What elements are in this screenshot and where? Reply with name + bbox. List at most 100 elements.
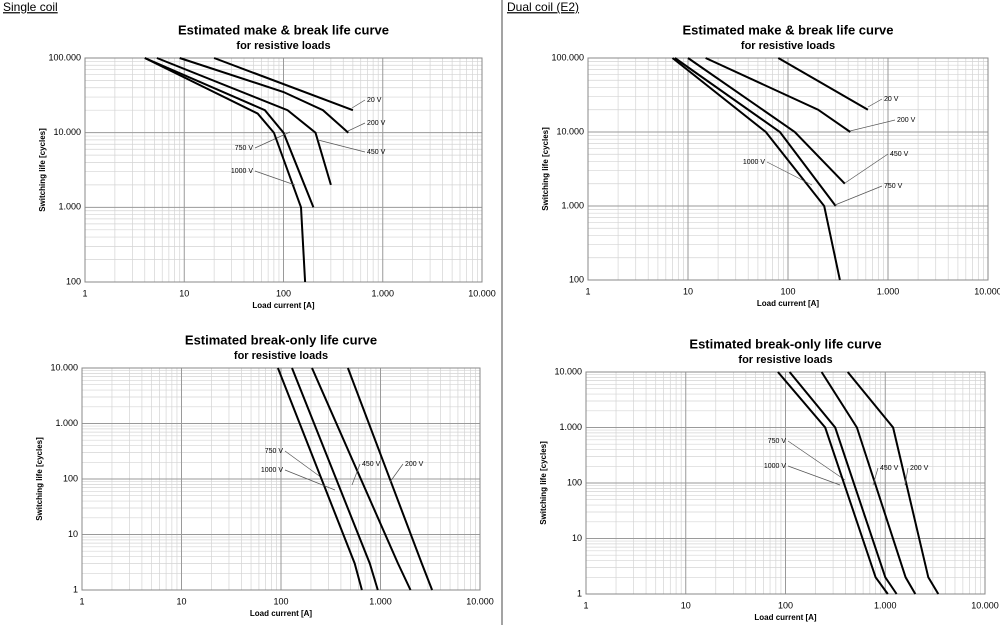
y-tick-label: 1 [577,588,582,598]
series-label: 1000 V [231,168,254,175]
series-label: 200 V [367,120,386,127]
series-line [311,367,412,591]
x-axis-label: Load current [A] [252,301,315,310]
leader-line [284,450,323,479]
x-tick-label: 10.000 [466,596,494,606]
leader-line [254,170,296,186]
series-label: 750 V [884,183,903,190]
y-tick-label: 1.000 [559,422,582,432]
leader-line [351,99,366,109]
x-tick-label: 10 [683,286,693,296]
x-tick-label: 1.000 [369,596,392,606]
y-tick-label: 10.000 [554,366,582,376]
y-axis-label: Switching life [cycles] [35,437,44,521]
x-tick-label: 10 [681,600,691,610]
leader-line [389,463,404,483]
y-tick-label: 1.000 [55,418,78,428]
series-label: 200 V [910,465,929,472]
chart-title: Estimated break-only life curve [185,332,377,347]
y-tick-label: 10 [68,529,78,539]
series-line [820,371,917,595]
y-tick-label: 10 [572,533,582,543]
chart-subtitle: for resistive loads [741,40,835,52]
y-axis-label: Switching life [cycles] [541,127,550,211]
y-axis-label: Switching life [cycles] [539,441,548,525]
series-label: 450 V [880,465,899,472]
series-label: 1000 V [764,463,787,470]
x-tick-label: 10 [179,288,189,298]
y-tick-label: 100 [569,274,584,284]
y-tick-label: 100 [63,473,78,483]
x-axis-label: Load current [A] [757,299,820,308]
plot-border [587,57,989,281]
y-tick-label: 10.000 [53,127,81,137]
series-line [705,57,851,133]
leader-line [834,185,883,206]
leader-line [284,469,336,491]
series-line [144,57,307,283]
series-line [846,371,940,595]
leader-line [317,139,366,153]
y-tick-label: 1 [73,584,78,594]
series-label: 200 V [897,117,916,124]
x-tick-label: 1.000 [877,286,900,296]
series-line [276,367,363,591]
series-line [777,57,869,111]
series-line [179,57,349,134]
series-line [674,57,837,207]
leader-line [787,440,846,481]
y-tick-label: 1.000 [58,202,81,212]
series-line [687,57,846,185]
leader-line [787,465,841,486]
y-axis-label: Switching life [cycles] [38,128,47,212]
series-line [671,57,841,281]
chart-subtitle: for resistive loads [236,40,330,52]
x-tick-label: 1.000 [371,288,394,298]
x-tick-label: 1 [82,288,87,298]
y-tick-label: 100.000 [48,52,81,62]
leader-line [254,131,291,149]
series-line [346,367,434,591]
chart-title: Estimated make & break life curve [683,22,894,37]
leader-line [872,467,879,486]
x-axis-label: Load current [A] [250,609,313,618]
x-tick-label: 1.000 [874,600,897,610]
x-tick-label: 100 [276,288,291,298]
chart-title: Estimated break-only life curve [689,336,881,351]
x-tick-label: 1 [583,600,588,610]
series-line [788,371,898,595]
chart-subtitle: for resistive loads [234,350,328,362]
y-tick-label: 1.000 [561,200,584,210]
x-tick-label: 1 [585,286,590,296]
series-label: 20 V [884,96,899,103]
y-tick-label: 10.000 [50,362,78,372]
series-label: 450 V [362,461,381,468]
chart-subtitle: for resistive loads [738,354,832,366]
leader-line [347,122,366,132]
series-line [213,57,354,112]
heading: Single coil [3,0,58,14]
plot-border [585,371,986,595]
heading: Dual coil (E2) [507,0,579,14]
leader-line [844,153,889,184]
series-label: 750 V [235,145,254,152]
series-label: 750 V [768,438,787,445]
x-tick-label: 1 [79,596,84,606]
y-tick-label: 100 [66,276,81,286]
leader-line [351,463,361,486]
series-line [291,367,379,591]
leader-line [849,119,896,132]
x-tick-label: 100 [273,596,288,606]
chart-title: Estimated make & break life curve [178,22,389,37]
series-line [144,57,315,208]
series-label: 1000 V [261,467,284,474]
y-tick-label: 100.000 [551,52,584,62]
x-axis-label: Load current [A] [754,613,817,622]
series-label: 450 V [890,151,909,158]
y-tick-label: 100 [567,477,582,487]
series-label: 450 V [367,149,386,156]
x-tick-label: 10.000 [468,288,496,298]
series-label: 750 V [265,448,284,455]
